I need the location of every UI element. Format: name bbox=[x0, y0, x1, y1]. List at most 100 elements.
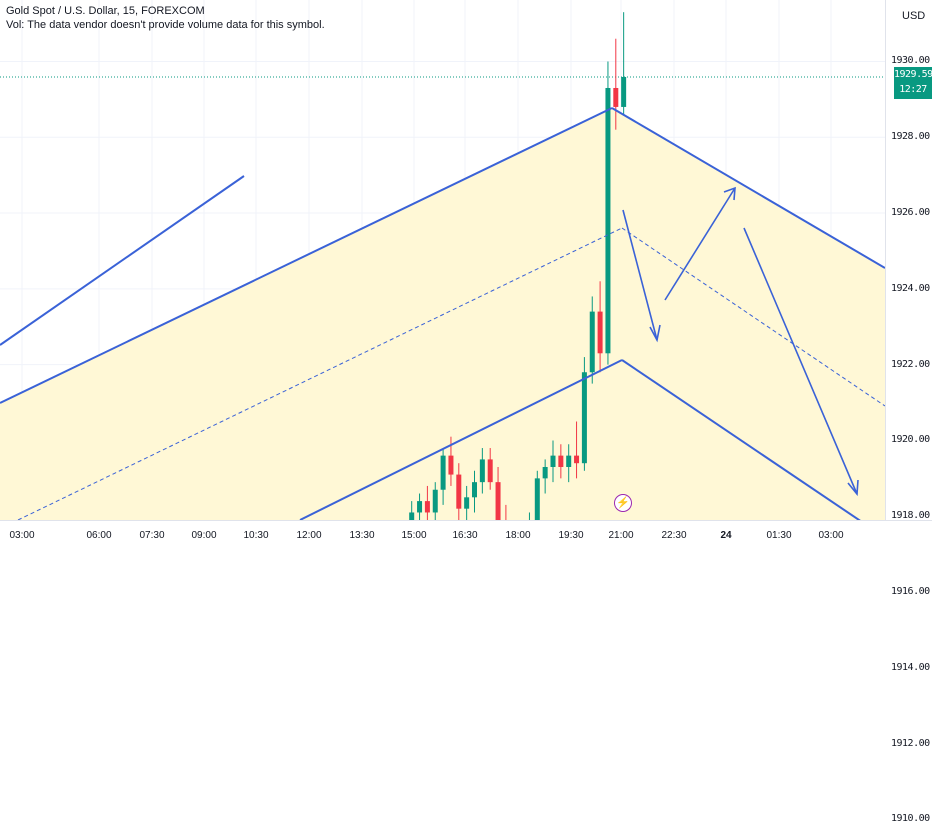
arrowhead-1 bbox=[649, 324, 661, 343]
candle-body bbox=[581, 372, 587, 464]
candle-body bbox=[542, 466, 548, 479]
last-price-badge: 1929.59 12:27 bbox=[894, 67, 932, 99]
price-label: 1910.00 bbox=[891, 813, 930, 824]
candle-body bbox=[409, 512, 415, 520]
candle bbox=[456, 463, 462, 520]
arrowhead-2 bbox=[723, 186, 736, 201]
time-label: 10:30 bbox=[243, 530, 269, 541]
candle bbox=[581, 357, 587, 471]
candle-body bbox=[597, 311, 603, 354]
right-lower-line bbox=[621, 359, 861, 520]
candle-body bbox=[464, 497, 470, 509]
candle-body bbox=[448, 455, 454, 475]
chart-pane[interactable]: Gold Spot / U.S. Dollar, 15, FOREXCOM Vo… bbox=[0, 0, 885, 520]
candle bbox=[542, 459, 548, 494]
candle-body bbox=[534, 478, 540, 520]
left-parallel-line bbox=[0, 175, 245, 346]
candle bbox=[550, 440, 556, 483]
price-label: 1918.00 bbox=[891, 510, 930, 522]
bar-countdown: 12:27 bbox=[899, 84, 927, 95]
candle-body bbox=[550, 455, 556, 467]
price-label: 1926.00 bbox=[891, 207, 930, 219]
candle bbox=[597, 281, 603, 373]
candle bbox=[472, 470, 477, 513]
volume-notice: Vol: The data vendor doesn't provide vol… bbox=[6, 19, 325, 31]
candle-body bbox=[479, 459, 485, 483]
projection-arrow-2 bbox=[664, 187, 736, 301]
time-label: 03:00 bbox=[9, 530, 35, 541]
time-label: 12:00 bbox=[296, 530, 322, 541]
candle-body bbox=[613, 87, 619, 107]
candle-body bbox=[589, 311, 595, 373]
candle bbox=[479, 448, 485, 494]
candle bbox=[574, 421, 580, 479]
time-label: 24 bbox=[720, 530, 732, 541]
candle-body bbox=[574, 455, 580, 464]
time-axis[interactable]: 03:00 06:00 07:30 09:00 10:30 12:00 13:30 15:00… bbox=[0, 520, 932, 551]
time-label: 03:00 bbox=[818, 530, 844, 541]
candle-body bbox=[558, 455, 564, 467]
candle bbox=[566, 444, 572, 483]
candle bbox=[464, 485, 470, 520]
candle bbox=[417, 493, 423, 520]
candle-body bbox=[424, 501, 430, 513]
time-label: 01:30 bbox=[766, 530, 792, 541]
right-upper-line bbox=[611, 107, 885, 269]
pattern-drawings bbox=[0, 107, 885, 520]
price-label: 1912.00 bbox=[891, 737, 930, 749]
candle bbox=[487, 448, 493, 490]
time-label: 06:00 bbox=[86, 530, 112, 541]
last-price-value: 1929.59 bbox=[894, 69, 932, 80]
time-label: 07:30 bbox=[139, 530, 165, 541]
candle bbox=[495, 466, 501, 520]
candle-body bbox=[432, 489, 438, 513]
candle bbox=[409, 501, 415, 520]
currency-label[interactable]: USD bbox=[902, 10, 926, 22]
candle bbox=[621, 12, 627, 115]
candle bbox=[613, 38, 619, 130]
price-label: 1922.00 bbox=[891, 358, 930, 370]
candle-body bbox=[487, 459, 493, 483]
time-label: 21:00 bbox=[608, 530, 634, 541]
candle-body bbox=[472, 482, 477, 498]
candle bbox=[605, 61, 611, 365]
candle-body bbox=[495, 482, 501, 520]
candle bbox=[505, 504, 507, 520]
candle bbox=[432, 482, 438, 520]
candle bbox=[424, 485, 430, 520]
candlestick-series bbox=[409, 12, 627, 520]
candle bbox=[558, 444, 564, 479]
projection-arrow-1 bbox=[622, 209, 658, 341]
time-label: 22:30 bbox=[661, 530, 687, 541]
candle bbox=[534, 470, 540, 520]
price-label: 1924.00 bbox=[891, 282, 930, 294]
candle bbox=[589, 296, 595, 384]
candle-body bbox=[566, 455, 572, 467]
projection-arrows bbox=[622, 186, 859, 497]
price-label: 1914.00 bbox=[891, 661, 930, 673]
candle bbox=[440, 448, 446, 505]
right-median-line bbox=[621, 227, 885, 407]
candle-body bbox=[440, 455, 446, 490]
channel-upper-line bbox=[0, 107, 613, 404]
time-label: 18:00 bbox=[505, 530, 531, 541]
candle bbox=[528, 512, 530, 520]
lightning-icon[interactable]: ⚡ bbox=[614, 494, 632, 512]
price-label: 1930.00 bbox=[891, 55, 930, 67]
time-label: 16:30 bbox=[452, 530, 478, 541]
time-label: 09:00 bbox=[191, 530, 217, 541]
candle-body bbox=[417, 501, 423, 513]
time-label: 19:30 bbox=[558, 530, 584, 541]
candle-body bbox=[605, 87, 611, 354]
candle-body bbox=[621, 77, 627, 107]
price-label: 1928.00 bbox=[891, 131, 930, 143]
chart-canvas[interactable] bbox=[0, 0, 885, 520]
time-label: 15:00 bbox=[401, 530, 427, 541]
candle-body bbox=[456, 474, 462, 509]
channel-fill bbox=[0, 108, 885, 520]
symbol-title[interactable]: Gold Spot / U.S. Dollar, 15, FOREXCOM bbox=[6, 5, 205, 17]
time-label: 13:30 bbox=[349, 530, 375, 541]
projection-arrow-3 bbox=[743, 227, 858, 495]
price-label: 1920.00 bbox=[891, 434, 930, 446]
channel-lower-line bbox=[299, 359, 623, 520]
